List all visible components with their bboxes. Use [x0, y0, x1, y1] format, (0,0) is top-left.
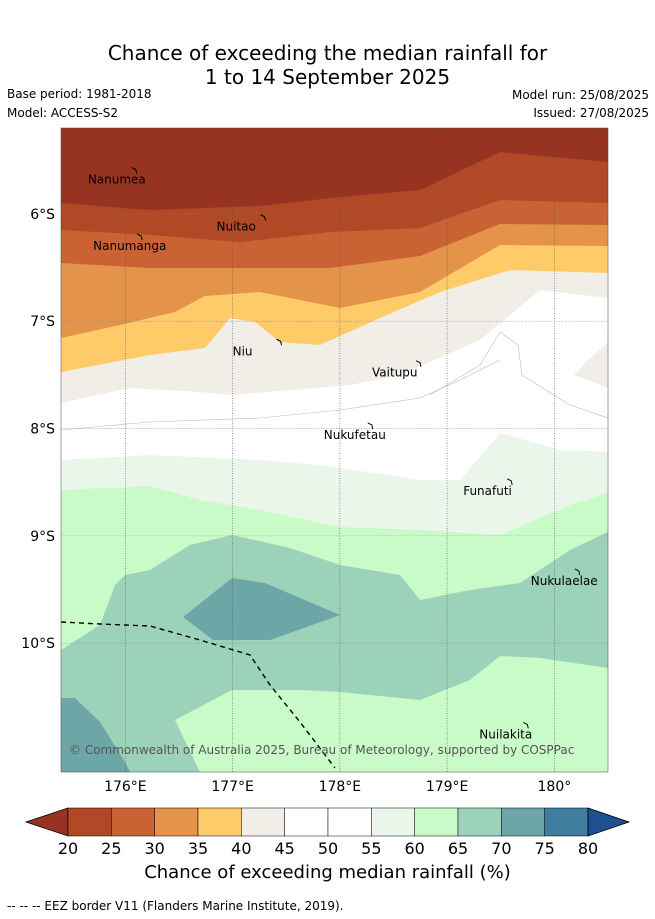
colorbar-segment — [501, 807, 545, 837]
eez-border — [60, 621, 336, 769]
island-outline — [506, 478, 513, 485]
longitude-label: 178°E — [319, 779, 362, 795]
island-outline — [260, 214, 267, 221]
latitude-label: 9°S — [30, 529, 55, 545]
place-labels: Nanumea Nuitao Nanumanga Niu Vaitupu Nukufeta… — [88, 167, 598, 741]
map-frame — [60, 127, 609, 773]
contour-line — [61, 359, 501, 431]
longitude-label: 179°E — [426, 779, 469, 795]
model-run-label: Model run: 25/08/2025 — [511, 88, 649, 102]
map-title-line1: Chance of exceeding the median rainfall … — [107, 41, 548, 65]
colorbar-tick-label: 80 — [578, 839, 598, 858]
latitude-label: 10°S — [21, 636, 55, 652]
gridlines — [61, 128, 608, 772]
place-label: Nanumea — [88, 173, 146, 187]
colorbar-over-arrow — [587, 807, 631, 837]
place-label: Nuilakita — [479, 727, 532, 741]
contour-band-c65-south — [61, 656, 608, 772]
island-outline — [367, 422, 374, 430]
colorbar-segment — [197, 807, 242, 837]
copyright-text: © Commonwealth of Australia 2025, Bureau… — [69, 743, 574, 757]
latitude-labels: 6°S 7°S 8°S 9°S 10°S — [21, 207, 55, 652]
place-label: Nuitao — [217, 220, 256, 234]
island-outline — [136, 233, 143, 241]
colorbar-tick-label: 65 — [448, 839, 468, 858]
longitude-labels: 176°E 177°E 178°E 179°E 180° — [104, 779, 571, 795]
longitude-label: 177°E — [211, 779, 254, 795]
island-outline — [415, 360, 422, 367]
colorbar-under-arrow — [24, 807, 69, 837]
place-label: Vaitupu — [372, 366, 418, 380]
place-label: Nukufetau — [324, 428, 386, 442]
model-label: Model: ACCESS-S2 — [7, 106, 119, 120]
colorbar-segment — [371, 807, 415, 837]
colorbar-tick-label: 35 — [188, 839, 208, 858]
colorbar-tick-label: 70 — [491, 839, 511, 858]
map-title-line2: 1 to 14 September 2025 — [204, 65, 451, 89]
colorbar: 20 25 30 35 40 45 50 55 60 65 70 75 80 — [24, 807, 631, 858]
colorbar-tick-label: 25 — [101, 839, 121, 858]
island-outline — [131, 167, 138, 174]
colorbar-tick-label: 50 — [318, 839, 338, 858]
colorbar-segment — [284, 807, 329, 837]
place-label: Nukulaelae — [531, 574, 598, 588]
colorbar-segment — [414, 807, 459, 837]
colorbar-segment — [154, 807, 199, 837]
place-label: Niu — [233, 344, 253, 358]
island-outline — [523, 721, 529, 729]
place-label: Nanumanga — [93, 239, 166, 253]
colorbar-segment — [241, 807, 285, 837]
issued-label: Issued: 27/08/2025 — [533, 106, 649, 120]
colorbar-tick-label: 30 — [144, 839, 164, 858]
colorbar-segment — [67, 807, 112, 837]
island-outline — [276, 338, 283, 346]
contour-patch-c45-east — [574, 343, 608, 388]
colorbar-label: Chance of exceeding median rainfall (%) — [144, 862, 511, 883]
eez-footnote: -- -- -- EEZ border V11 (Flanders Marine… — [7, 899, 344, 913]
latitude-label: 8°S — [30, 422, 55, 438]
base-period-label: Base period: 1981-2018 — [7, 87, 152, 101]
colorbar-segment — [544, 807, 589, 837]
colorbar-segment — [327, 807, 372, 837]
colorbar-tick-label: 60 — [404, 839, 424, 858]
colorbar-tick-label: 20 — [58, 839, 78, 858]
contour-band-c75-sw — [61, 698, 130, 772]
colorbar-tick-label: 45 — [274, 839, 294, 858]
place-label: Funafuti — [463, 484, 512, 498]
longitude-label: 180° — [538, 779, 572, 795]
longitude-label: 176°E — [104, 779, 147, 795]
latitude-label: 6°S — [30, 207, 55, 223]
latitude-label: 7°S — [30, 314, 55, 330]
contour-fill — [61, 128, 608, 772]
contour-line — [429, 331, 608, 419]
contour-band-c75 — [183, 578, 340, 640]
colorbar-tick-label: 40 — [231, 839, 251, 858]
colorbar-segment — [457, 807, 502, 837]
colorbar-segment — [111, 807, 155, 837]
colorbar-tick-label: 75 — [534, 839, 554, 858]
island-outline — [574, 568, 581, 576]
colorbar-tick-label: 55 — [361, 839, 381, 858]
